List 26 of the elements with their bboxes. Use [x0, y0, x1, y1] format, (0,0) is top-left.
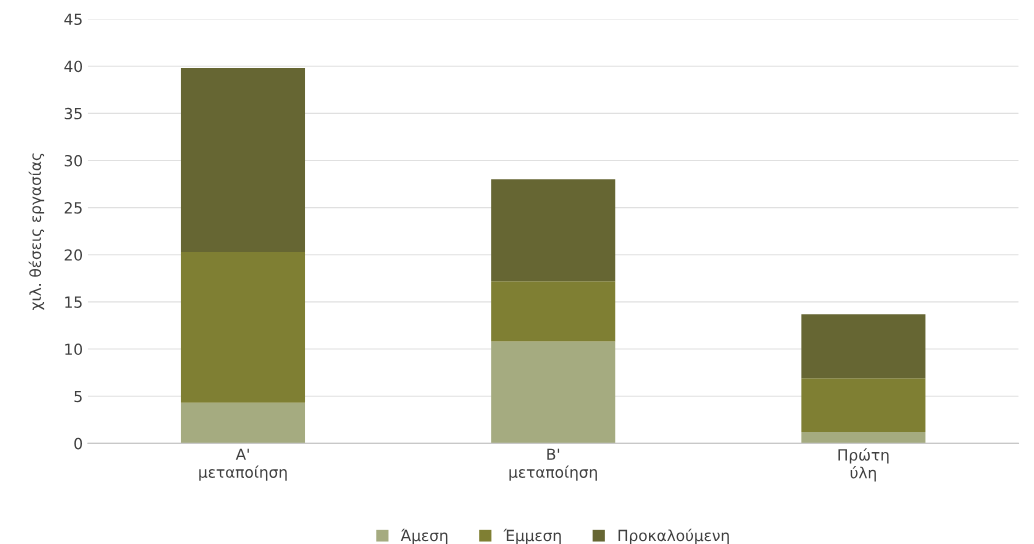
bar — [180, 402, 306, 444]
bar — [801, 314, 926, 379]
bar — [491, 281, 616, 342]
y-tick-label: 30 — [64, 154, 83, 167]
bar — [491, 179, 616, 282]
bar — [491, 341, 616, 444]
legend-label: Έμμεση — [503, 528, 561, 544]
legend-label: Προκαλούμενη — [618, 528, 729, 544]
bar — [801, 378, 926, 433]
y-tick-label: 15 — [65, 296, 82, 308]
bar — [180, 68, 306, 252]
y-tick-label: 0 — [74, 437, 83, 450]
x-tick-label: Πρώτη ύλη — [838, 448, 889, 482]
y-tick-label: 10 — [65, 343, 83, 356]
legend-label: Άμεση — [400, 528, 448, 544]
y-axis-title: χιλ. θέσεις εργασίας — [28, 153, 45, 310]
bar — [801, 432, 926, 444]
y-tick-label: 40 — [64, 60, 83, 73]
y-tick-label: 45 — [64, 13, 82, 26]
x-tick-label: B' μεταποίηση — [509, 448, 597, 481]
y-tick-label: 25 — [64, 202, 82, 214]
y-tick-label: 5 — [74, 390, 82, 403]
bar — [180, 251, 306, 403]
y-tick-label: 20 — [64, 249, 83, 261]
y-tick-label: 35 — [64, 107, 82, 120]
x-tick-label: A' μεταποίηση — [199, 448, 287, 481]
